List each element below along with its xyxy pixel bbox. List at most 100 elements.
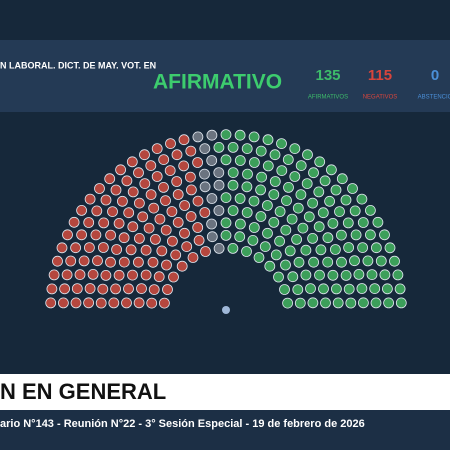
vote-count: 115 [368, 67, 392, 84]
seat [364, 204, 376, 216]
seat [98, 217, 110, 229]
seat [268, 216, 280, 228]
top-bar [0, 40, 450, 112]
seat [242, 168, 253, 180]
seat [123, 283, 134, 295]
seat [356, 283, 368, 294]
seat [78, 255, 90, 267]
seat [293, 256, 305, 268]
seat [357, 217, 369, 228]
seat [247, 234, 259, 246]
seat [154, 213, 166, 225]
seat [170, 249, 182, 261]
seat [395, 297, 407, 309]
seat [213, 242, 225, 254]
seat [340, 194, 352, 206]
vote-label: NEGATIVOS [363, 95, 398, 101]
seat [105, 256, 116, 268]
seat [276, 138, 287, 150]
podium [222, 306, 230, 314]
seat [317, 207, 329, 219]
seat [104, 173, 116, 185]
vote-count: 135 [315, 67, 340, 84]
seat [349, 205, 361, 217]
seat [206, 155, 218, 166]
seat [291, 233, 303, 245]
seat [370, 242, 382, 254]
seat [375, 255, 387, 267]
seat [58, 297, 69, 309]
seat [137, 211, 149, 223]
seat [369, 283, 381, 295]
seat [125, 244, 137, 256]
seat [206, 231, 218, 243]
seat [248, 222, 260, 233]
seat [286, 213, 298, 225]
seat [303, 211, 315, 223]
seat [274, 206, 286, 217]
seat [259, 241, 271, 253]
seat [184, 171, 196, 183]
seat [295, 160, 307, 172]
seat [192, 222, 204, 233]
seat [94, 183, 105, 194]
seat [192, 195, 204, 207]
seat [206, 193, 218, 204]
seat [269, 176, 281, 187]
seat [220, 129, 232, 141]
seat [366, 269, 378, 281]
seat [241, 246, 252, 257]
seat [46, 283, 58, 295]
seat [213, 179, 225, 191]
seat [199, 207, 211, 218]
seat [61, 269, 73, 281]
seat [379, 269, 391, 281]
seat [178, 134, 190, 146]
seat [171, 176, 183, 187]
seat [95, 297, 107, 309]
seat [345, 297, 357, 309]
seat [248, 157, 260, 168]
seat [234, 155, 246, 166]
seat [381, 283, 393, 295]
footer-title: N EN GENERAL [0, 379, 166, 404]
seat [357, 297, 369, 309]
seat [336, 173, 348, 185]
seat [118, 232, 130, 244]
seat [295, 189, 307, 201]
seat [284, 245, 296, 257]
seat [59, 283, 70, 295]
title-band [0, 374, 450, 410]
seat [71, 283, 83, 295]
seat [110, 184, 122, 196]
seat [294, 297, 306, 309]
seat [166, 235, 178, 247]
vote-label: AFIRMATIVOS [308, 95, 348, 101]
seat [350, 229, 362, 241]
seat [319, 175, 331, 187]
seat [322, 256, 334, 268]
seat [213, 141, 225, 153]
seat [100, 269, 112, 281]
affirmative-seats [213, 129, 407, 309]
seat [264, 260, 276, 272]
seat [107, 206, 118, 218]
seat [176, 260, 188, 272]
seat [132, 256, 144, 268]
seat [255, 184, 267, 196]
seat [164, 165, 176, 177]
seat [126, 156, 138, 168]
seat [133, 197, 145, 209]
seat [165, 138, 176, 150]
seat [200, 246, 211, 257]
seat [199, 181, 211, 193]
seat [171, 149, 183, 161]
seat [206, 218, 218, 230]
seat [268, 189, 280, 200]
seat [185, 145, 197, 157]
seat [148, 202, 160, 214]
seat [273, 271, 284, 283]
seat [52, 255, 63, 267]
seat [280, 224, 292, 236]
